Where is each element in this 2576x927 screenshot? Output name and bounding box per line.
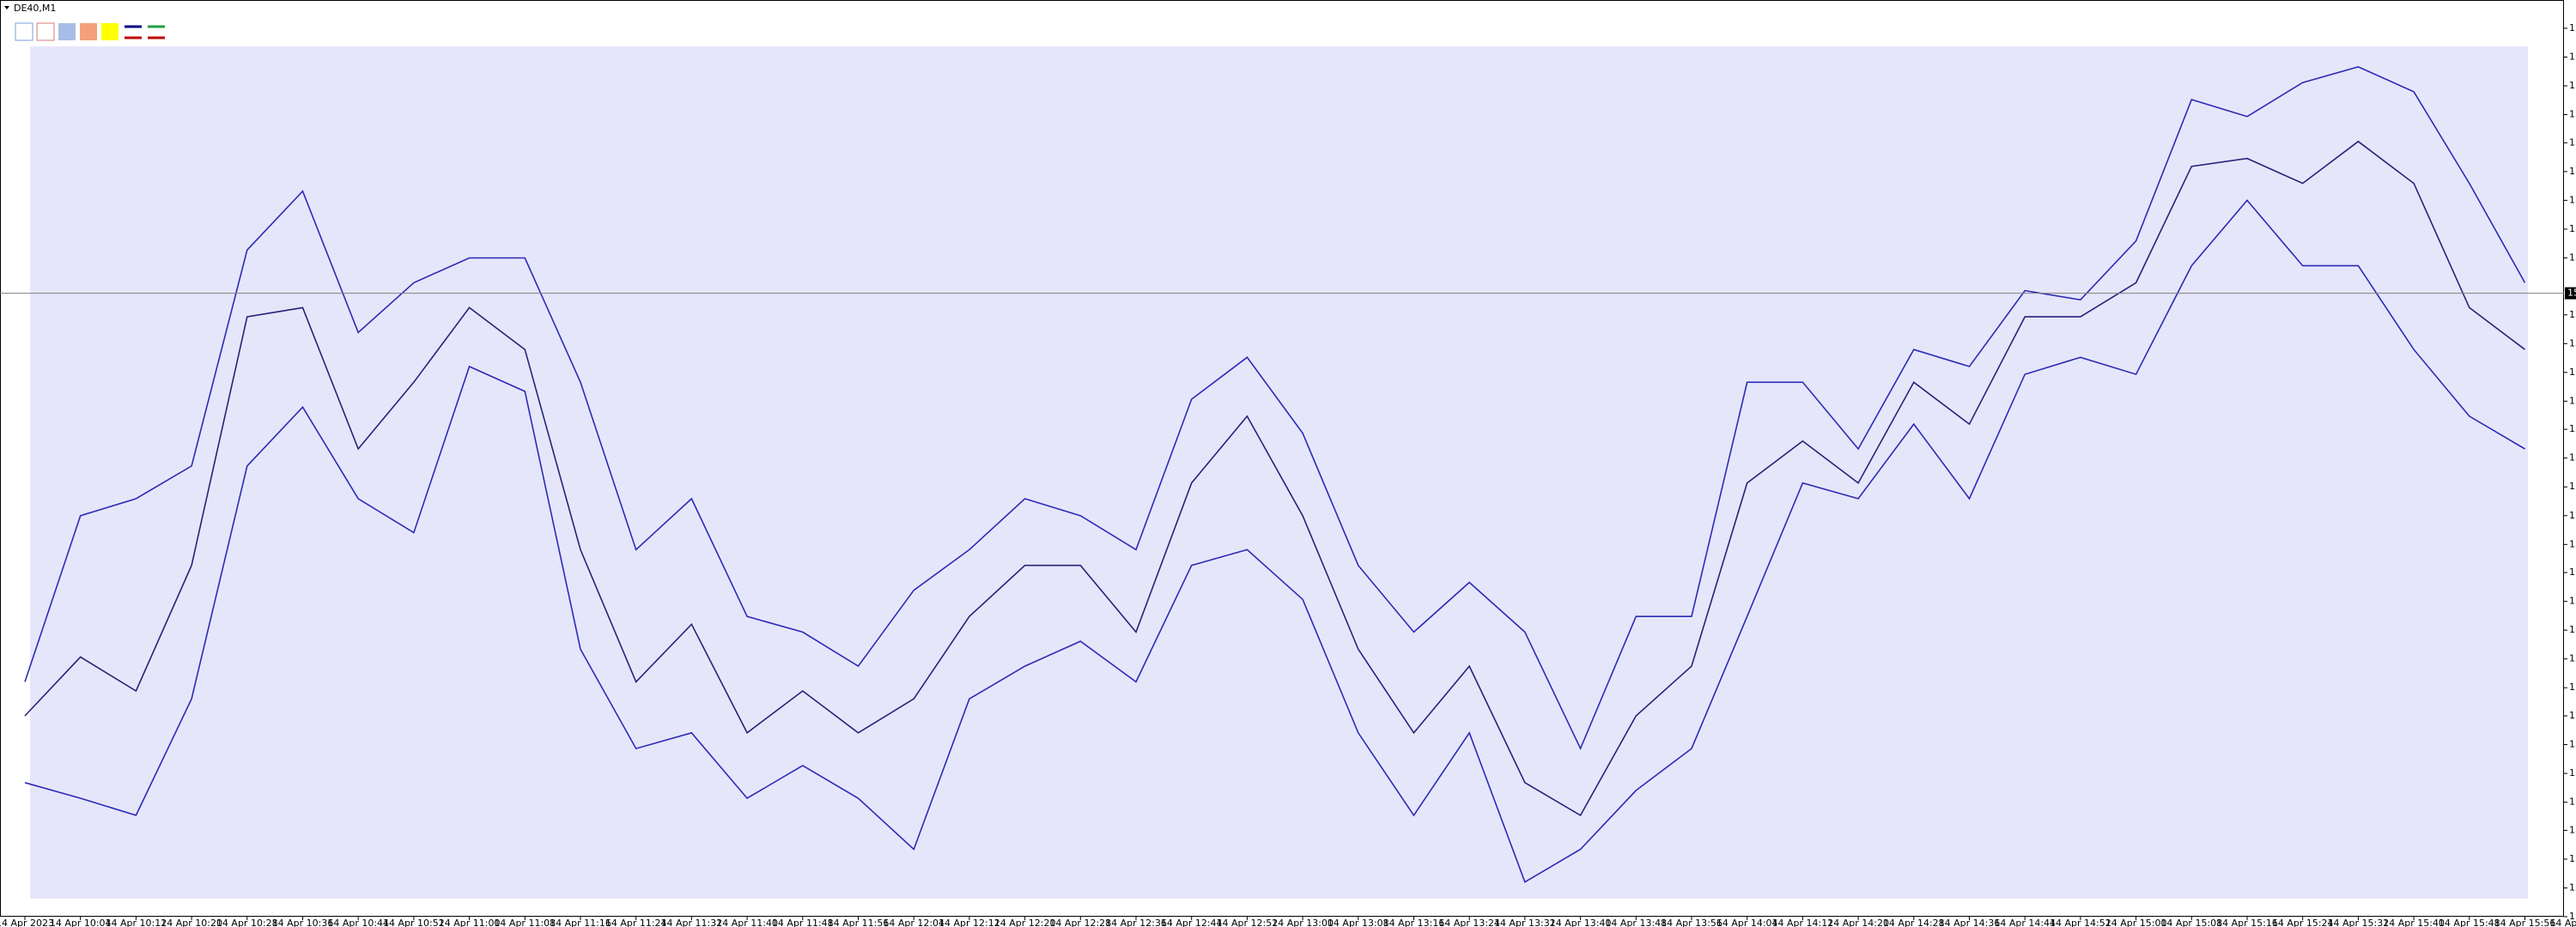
x-tick-label: 14 Apr 13:56 — [1661, 918, 1722, 927]
y-tick-label: 15771.90 — [2569, 710, 2576, 721]
y-tick-label: 15793.80 — [2569, 423, 2576, 434]
y-tick-label: 15776.25 — [2569, 653, 2576, 664]
x-tick-label: 14 Apr 11:32 — [661, 918, 723, 927]
y-tick-label: 15795.95 — [2569, 395, 2576, 406]
x-tick-label: 14 Apr 16:04 — [2549, 918, 2576, 927]
y-tick-label: 15791.60 — [2569, 452, 2576, 464]
collapse-arrow[interactable] — [4, 6, 9, 9]
y-tick-label: 15785.00 — [2569, 538, 2576, 549]
y-tick-label: 15767.50 — [2569, 767, 2576, 779]
x-tick-label: 14 Apr 12:12 — [939, 918, 1000, 927]
x-tick-label: 14 Apr 10:04 — [50, 918, 112, 927]
x-tick-label: 14 Apr 2023 — [0, 918, 54, 927]
tool-button[interactable] — [58, 23, 76, 40]
x-tick-label: 14 Apr 11:24 — [605, 918, 667, 927]
x-tick-label: 14 Apr 10:52 — [383, 918, 445, 927]
x-tick-label: 14 Apr 15:24 — [2272, 918, 2334, 927]
x-tick-label: 14 Apr 14:04 — [1716, 918, 1778, 927]
x-tick-label: 14 Apr 10:20 — [161, 918, 222, 927]
tool-button[interactable] — [101, 23, 118, 40]
x-tick-label: 14 Apr 14:20 — [1827, 918, 1889, 927]
x-tick-label: 14 Apr 13:16 — [1383, 918, 1445, 927]
chart-title: DE40,M1 — [14, 3, 56, 14]
toolbar — [15, 22, 165, 41]
y-tick-label: 15756.55 — [2569, 911, 2576, 922]
x-tick-label: 14 Apr 13:24 — [1438, 918, 1500, 927]
x-tick-label: 14 Apr 13:00 — [1272, 918, 1334, 927]
y-tick-label: 15824.45 — [2569, 22, 2576, 33]
x-tick-label: 14 Apr 14:12 — [1772, 918, 1834, 927]
x-tick-label: 14 Apr 14:44 — [1994, 918, 2056, 927]
x-tick-label: 14 Apr 14:28 — [1883, 918, 1945, 927]
y-tick-label: 15802.55 — [2569, 309, 2576, 320]
tool-button[interactable] — [15, 22, 33, 41]
x-tick-label: 14 Apr 11:00 — [439, 918, 501, 927]
x-tick-label: 14 Apr 13:40 — [1550, 918, 1612, 927]
x-tick-label: 14 Apr 15:16 — [2216, 918, 2278, 927]
y-tick-label: 15811.30 — [2569, 194, 2576, 205]
y-tick-label: 15763.15 — [2569, 824, 2576, 835]
x-tick-label: 14 Apr 10:36 — [272, 918, 334, 927]
y-tick-label: 15817.85 — [2569, 109, 2576, 120]
x-tick-label: 14 Apr 11:40 — [716, 918, 778, 927]
x-tick-label: 14 Apr 12:20 — [994, 918, 1056, 927]
x-tick-label: 14 Apr 11:56 — [828, 918, 890, 927]
x-tick-label: 14 Apr 13:32 — [1494, 918, 1556, 927]
series-line — [24, 140, 2525, 817]
x-tick-label: 14 Apr 15:32 — [2328, 918, 2390, 927]
y-tick-label: 15787.20 — [2569, 510, 2576, 521]
x-tick-label: 14 Apr 12:52 — [1217, 918, 1279, 927]
price-label: 15804.20 — [2567, 288, 2576, 299]
y-tick-label: 15809.10 — [2569, 223, 2576, 234]
y-tick-label: 15780.65 — [2569, 596, 2576, 607]
y-tick-label: 15774.05 — [2569, 682, 2576, 693]
y-tick-label: 15778.45 — [2569, 624, 2576, 635]
x-tick-label: 14 Apr 11:48 — [772, 918, 834, 927]
x-tick-label: 14 Apr 14:36 — [1939, 918, 2001, 927]
x-tick-label: 14 Apr 10:28 — [216, 918, 278, 927]
x-tick-label: 14 Apr 13:48 — [1605, 918, 1667, 927]
x-tick-label: 14 Apr 15:48 — [2439, 918, 2500, 927]
y-tick-label: 15789.40 — [2569, 481, 2576, 492]
price-label-bg — [2565, 287, 2576, 300]
y-tick-label: 15806.90 — [2569, 251, 2576, 263]
y-tick-label: 15813.50 — [2569, 166, 2576, 177]
x-tick-label: 14 Apr 12:28 — [1049, 918, 1111, 927]
y-tick-label: 15815.70 — [2569, 136, 2576, 148]
y-tick-label: 15800.35 — [2569, 337, 2576, 348]
series-line — [24, 66, 2526, 751]
y-tick-label: 15765.30 — [2569, 797, 2576, 808]
y-tick-label: 15782.85 — [2569, 566, 2576, 578]
tool-button[interactable] — [36, 22, 55, 41]
series-line — [24, 199, 2525, 883]
x-tick-label: 14 Apr 11:16 — [550, 918, 611, 927]
x-tick-label: 14 Apr 12:36 — [1105, 918, 1167, 927]
x-tick-label: 14 Apr 12:04 — [883, 918, 945, 927]
x-tick-label: 14 Apr 15:00 — [2105, 918, 2167, 927]
y-tick-label: 15769.70 — [2569, 739, 2576, 750]
y-tick-label: 15798.15 — [2569, 367, 2576, 378]
x-tick-label: 14 Apr 12:44 — [1161, 918, 1223, 927]
x-tick-label: 14 Apr 10:12 — [106, 918, 167, 927]
x-tick-label: 14 Apr 15:08 — [2160, 918, 2222, 927]
x-tick-label: 14 Apr 15:56 — [2494, 918, 2556, 927]
y-tick-label: 15760.95 — [2569, 853, 2576, 864]
x-tick-label: 14 Apr 14:52 — [2050, 918, 2111, 927]
y-tick-label: 15820.05 — [2569, 80, 2576, 91]
x-tick-label: 14 Apr 10:44 — [327, 918, 389, 927]
x-tick-label: 14 Apr 13:08 — [1327, 918, 1389, 927]
tool-button[interactable] — [80, 23, 97, 40]
x-tick-label: 14 Apr 11:08 — [494, 918, 556, 927]
x-tick-label: 14 Apr 15:40 — [2383, 918, 2445, 927]
y-tick-label: 15758.75 — [2569, 882, 2576, 893]
y-tick-label: 15822.25 — [2569, 51, 2576, 62]
